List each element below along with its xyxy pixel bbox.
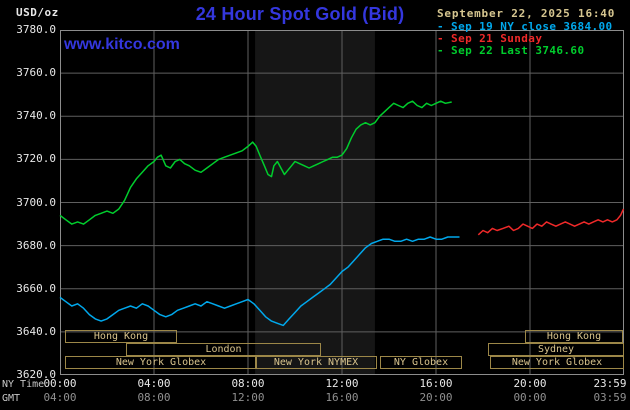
x-axis-tick-label-gmt: 08:00 (137, 391, 171, 404)
gmt-axis-label: GMT (2, 393, 21, 404)
legend-item-2: - Sep 22 Last 3746.60 (437, 44, 585, 57)
y-axis-tick-label: 3640.0 (16, 325, 56, 338)
x-axis-tick-label-ny: 20:00 (513, 377, 547, 390)
x-axis-tick-label-ny: 23:59 (593, 377, 627, 390)
x-axis-tick-label-ny: 16:00 (419, 377, 453, 390)
chart-title: 24 Hour Spot Gold (Bid) (195, 4, 405, 24)
session-box-new-york-globex: New York Globex (65, 356, 257, 369)
y-axis-tick-label: 3760.0 (16, 66, 56, 79)
session-box-sydney: Sydney (488, 343, 624, 356)
legend-item-0: - Sep 19 NY close 3684.00 (437, 20, 613, 33)
plot-border (60, 30, 624, 375)
x-axis-tick-label-ny: 00:00 (43, 377, 77, 390)
x-axis-tick-label-ny: 04:00 (137, 377, 171, 390)
x-axis-tick-label-ny: 08:00 (231, 377, 265, 390)
y-axis-tick-label: 3720.0 (16, 152, 56, 165)
x-axis-tick-label-gmt: 00:00 (513, 391, 547, 404)
legend-item-1: - Sep 21 Sunday (437, 32, 543, 45)
x-axis-tick-label-gmt: 03:59 (593, 391, 627, 404)
session-box-ny-globex: NY Globex (380, 356, 462, 369)
x-axis-tick-label-gmt: 16:00 (325, 391, 359, 404)
price-line-series-2 (59, 100, 452, 225)
x-axis-tick-label-gmt: 20:00 (419, 391, 453, 404)
datetime-label: September 22, 2025 16:40 (437, 7, 616, 20)
x-axis-tick-label-ny: 12:00 (325, 377, 359, 390)
ny-time-axis-label: NY Time (2, 379, 45, 390)
legend: - Sep 19 NY close 3684.00- Sep 21 Sunday… (437, 21, 613, 57)
y-axis-tick-label: 3680.0 (16, 239, 56, 252)
x-axis-tick-label-gmt: 12:00 (231, 391, 265, 404)
y-axis-tick-label: 3620.0 (16, 368, 56, 381)
y-axis-tick-label: 3700.0 (16, 196, 56, 209)
x-axis-tick-label-gmt: 04:00 (43, 391, 77, 404)
y-axis-tick-label: 3740.0 (16, 109, 56, 122)
unit-label: USD/oz (16, 6, 59, 19)
kitco-watermark-link[interactable]: www.kitco.com (64, 36, 180, 53)
session-box-new-york-nymex: New York NYMEX (255, 356, 377, 369)
price-line-series-1 (477, 208, 625, 236)
session-box-hong-kong: Hong Kong (65, 330, 177, 343)
session-box-london: London (126, 343, 321, 356)
y-axis-tick-label: 3780.0 (16, 23, 56, 36)
session-box-hong-kong: Hong Kong (525, 330, 623, 343)
y-axis-tick-label: 3660.0 (16, 282, 56, 295)
price-line-series-0 (59, 236, 460, 327)
session-box-new-york-globex: New York Globex (490, 356, 624, 369)
